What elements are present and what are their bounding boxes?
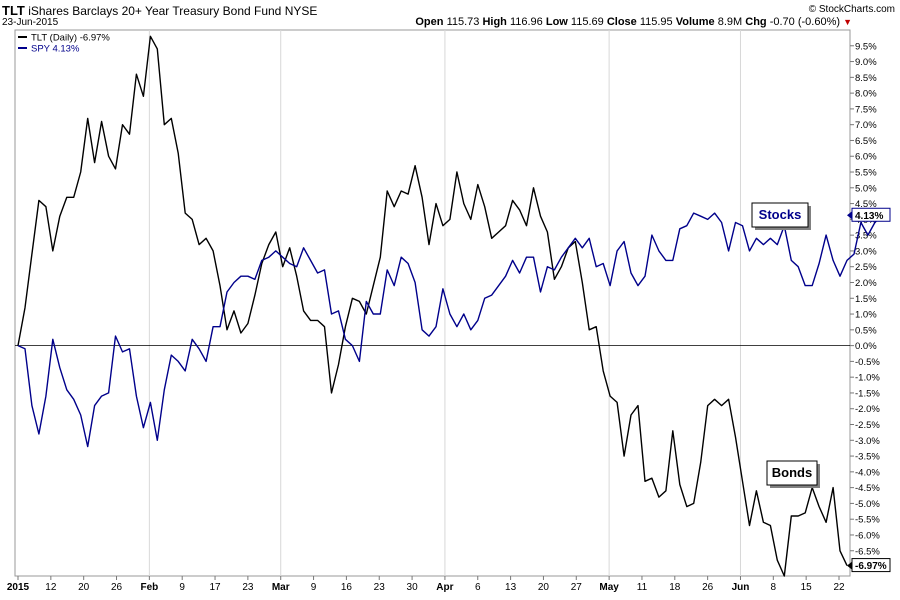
x-tick-label: 9	[179, 582, 185, 593]
x-tick-label: 6	[475, 582, 481, 593]
y-tick-label: -6.5%	[855, 546, 880, 557]
y-tick-label: -4.5%	[855, 483, 880, 494]
x-tick-label: May	[599, 582, 619, 593]
annotation-box	[766, 460, 818, 486]
stat-close-label: Close	[606, 16, 637, 28]
stat-chg-value: -0.70 (-0.60%)	[769, 16, 841, 28]
y-tick-label: 2.0%	[855, 278, 877, 289]
series-line-spy	[17, 212, 883, 448]
x-tick-label: 26	[702, 582, 714, 593]
end-value-pointer	[847, 211, 852, 220]
x-tick-label: 9	[311, 582, 317, 593]
x-tick-label: 18	[669, 582, 681, 593]
y-tick-label: -0.5%	[855, 357, 880, 368]
stat-close-value: 115.95	[639, 16, 673, 28]
x-tick-label: 27	[571, 582, 583, 593]
x-tick-label: Jun	[732, 582, 750, 593]
y-tick-label: 3.0%	[855, 246, 877, 257]
legend-label: TLT (Daily) -6.97%	[31, 33, 110, 44]
y-tick-label: 6.0%	[855, 152, 877, 163]
stat-low-label: Low	[545, 16, 568, 28]
y-tick-label: 6.5%	[855, 136, 877, 147]
y-tick-label: -6.0%	[855, 530, 880, 541]
y-tick-label: -5.5%	[855, 515, 880, 526]
y-tick-label: 9.5%	[855, 41, 877, 52]
chart-title: TLT iShares Barclays 20+ Year Treasury B…	[2, 3, 317, 18]
x-tick-label: 8	[771, 582, 777, 593]
x-tick-label: 22	[833, 582, 845, 593]
x-tick-label: 26	[111, 582, 123, 593]
y-tick-label: -1.0%	[855, 373, 880, 384]
x-tick-label: 23	[242, 582, 254, 593]
x-tick-label: Feb	[140, 582, 158, 593]
x-tick-label: 20	[78, 582, 90, 593]
exchange-label: NYSE	[284, 4, 318, 18]
x-tick-label: 17	[209, 582, 221, 593]
y-tick-label: 3.5%	[855, 231, 877, 242]
x-tick-label: 13	[505, 582, 517, 593]
y-tick-label: 4.5%	[855, 199, 877, 210]
legend-label: SPY 4.13%	[31, 44, 80, 55]
y-tick-label: -4.0%	[855, 467, 880, 478]
plot-area	[14, 29, 851, 577]
y-tick-label: 8.5%	[855, 73, 877, 84]
x-tick-label: 11	[637, 582, 648, 593]
y-tick-label: 1.0%	[855, 310, 877, 321]
stat-high-label: High	[482, 16, 507, 28]
x-tick-label: 15	[801, 582, 813, 593]
annotation-box	[751, 202, 809, 228]
y-tick-label: 0.0%	[855, 341, 877, 352]
x-tick-label: 16	[341, 582, 353, 593]
end-value-label-tlt: -6.97%	[855, 561, 887, 572]
stat-open-label: Open	[415, 16, 444, 28]
x-tick-label: 2015	[7, 582, 30, 593]
chart-date: 23-Jun-2015	[2, 17, 59, 28]
copyright-label: © StockCharts.com	[808, 4, 895, 15]
stat-high-value: 116.96	[509, 16, 543, 28]
x-tick-label: 20	[538, 582, 550, 593]
price-stats: Open 115.73 High 116.96 Low 115.69 Close…	[415, 16, 852, 28]
y-tick-label: 8.0%	[855, 89, 877, 100]
ticker-symbol: TLT	[2, 3, 25, 18]
annotation-label-bonds: Bonds	[772, 465, 812, 480]
y-tick-label: -2.5%	[855, 420, 880, 431]
y-tick-label: -3.5%	[855, 452, 880, 463]
y-tick-label: -5.0%	[855, 499, 880, 510]
y-tick-label: 1.5%	[855, 294, 877, 305]
annotation-label-stocks: Stocks	[759, 207, 802, 222]
series-line-tlt	[17, 35, 848, 577]
end-value-pointer	[847, 561, 852, 570]
stat-volume-label: Volume	[675, 16, 715, 28]
x-tick-label: 30	[407, 582, 419, 593]
y-tick-label: -3.0%	[855, 436, 880, 447]
stat-volume-value: 8.9M	[717, 16, 743, 28]
x-tick-label: Apr	[436, 582, 453, 593]
y-tick-label: -1.5%	[855, 388, 880, 399]
down-triangle-icon: ▼	[843, 17, 852, 27]
x-tick-label: 23	[374, 582, 386, 593]
y-tick-label: 0.5%	[855, 325, 877, 336]
y-tick-label: 5.0%	[855, 183, 877, 194]
y-tick-label: -2.0%	[855, 404, 880, 415]
stat-chg-label: Chg	[745, 16, 767, 28]
y-tick-label: 7.0%	[855, 120, 877, 131]
x-tick-label: Mar	[272, 582, 290, 593]
stat-open-value: 115.73	[446, 16, 480, 28]
fund-name: iShares Barclays 20+ Year Treasury Bond …	[28, 4, 282, 18]
y-tick-label: 5.5%	[855, 168, 877, 179]
y-tick-label: 7.5%	[855, 104, 877, 115]
stat-low-value: 115.69	[570, 16, 604, 28]
y-tick-label: 9.0%	[855, 57, 877, 68]
end-value-label-spy: 4.13%	[855, 211, 883, 222]
x-tick-label: 12	[45, 582, 57, 593]
y-tick-label: 2.5%	[855, 262, 877, 273]
